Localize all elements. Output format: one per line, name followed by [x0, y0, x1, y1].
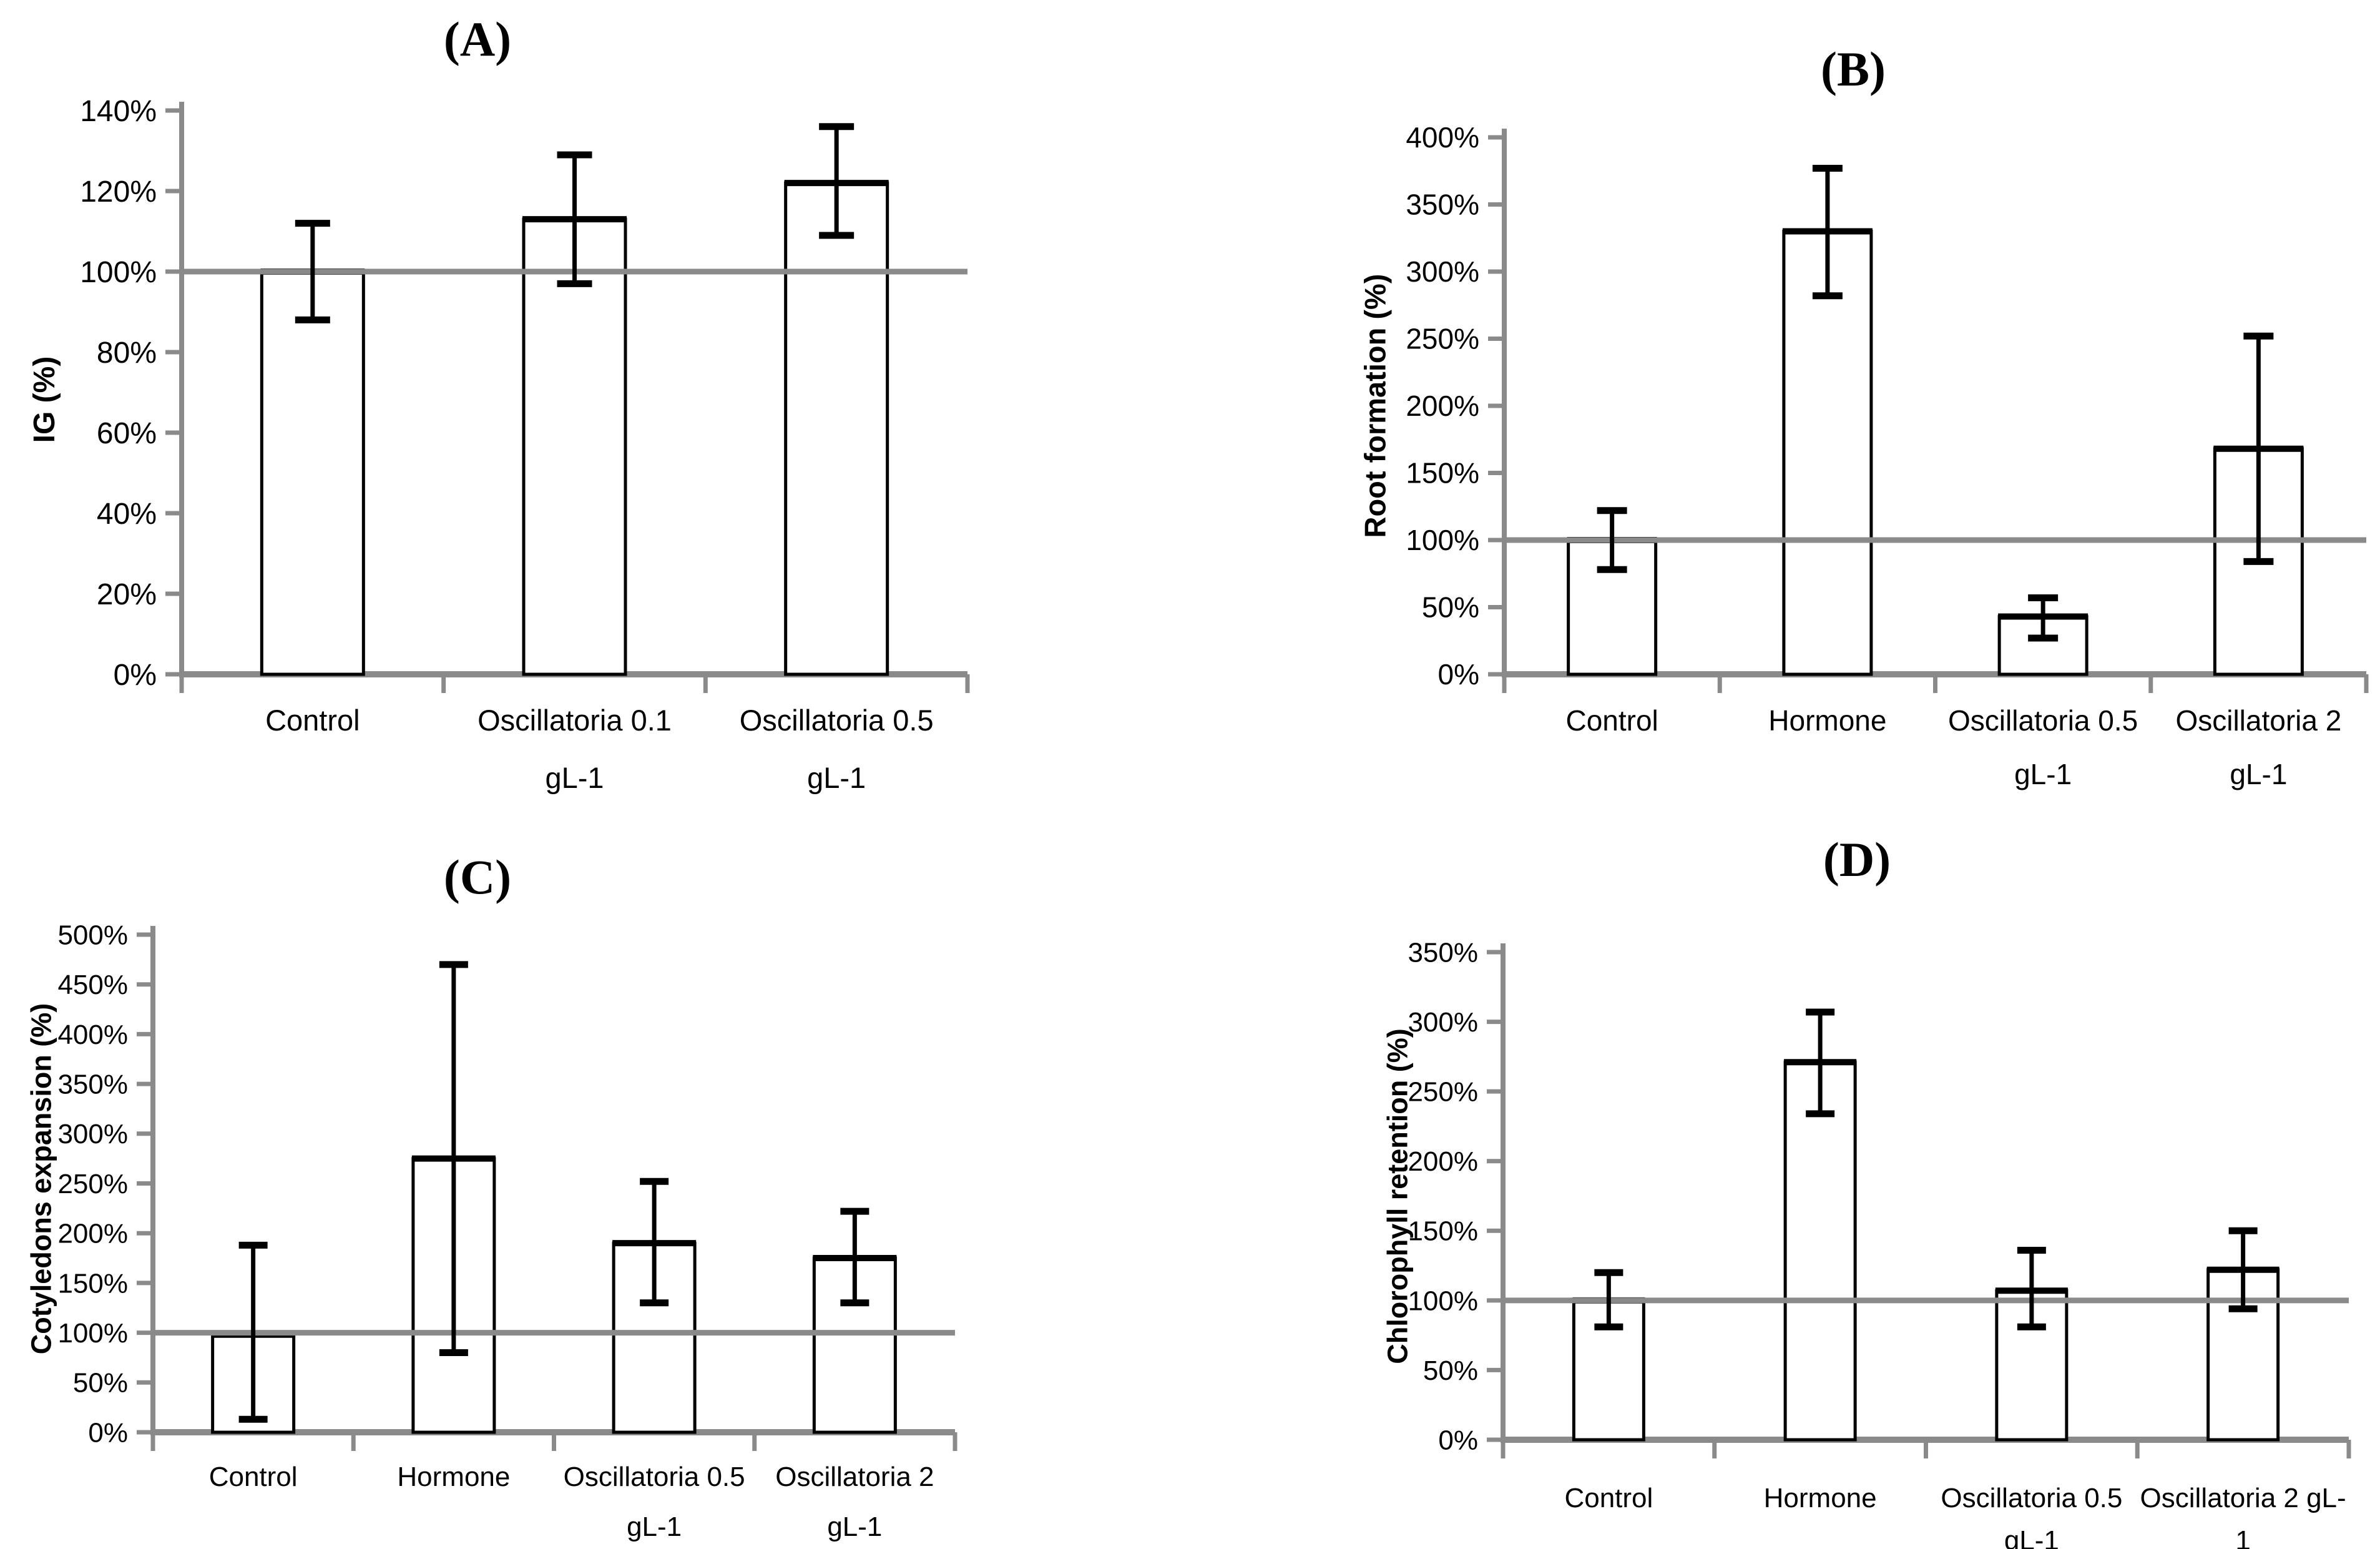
- y-tick-label: 0%: [114, 659, 157, 692]
- y-tick-label: 50%: [1423, 1355, 1478, 1386]
- y-tick-label: 200%: [1406, 390, 1479, 422]
- y-tick-label: 300%: [57, 1119, 128, 1149]
- y-tick-label: 40%: [97, 498, 157, 531]
- x-category-label-control: Control: [1564, 1483, 1653, 1513]
- x-category-label-oscillatoria-2-gl-1: Oscillatoria 2: [2175, 704, 2341, 737]
- y-tick-label: 500%: [57, 920, 128, 950]
- y-tick-label: 250%: [1406, 323, 1479, 355]
- y-tick-label: 300%: [1408, 1007, 1478, 1038]
- y-tick-label: 300%: [1406, 255, 1479, 288]
- bar-control: [260, 270, 365, 676]
- x-category-label-oscillatoria-0-5-gl-1-line2: gL-1: [2004, 1525, 2059, 1549]
- y-tick-label: 0%: [1438, 658, 1479, 691]
- y-tick-label: 0%: [88, 1417, 128, 1448]
- x-category-label-control: Control: [265, 704, 360, 737]
- bar-oscillatoria-0-5-gl-1: [784, 181, 889, 676]
- x-category-label-oscillatoria-0-1-gl-1-line2: gL-1: [545, 761, 604, 794]
- x-category-label-oscillatoria-0-5-gl-1: Oscillatoria 0.5: [564, 1462, 745, 1492]
- y-tick-label: 100%: [1408, 1286, 1478, 1316]
- y-tick-label: 400%: [57, 1020, 128, 1050]
- y-tick-label: 350%: [1408, 937, 1478, 968]
- x-category-label-hormone: Hormone: [397, 1462, 510, 1492]
- panel-b-title: (B): [1821, 42, 1886, 96]
- x-category-label-oscillatoria-0-5-gl-1: Oscillatoria 0.5: [1941, 1483, 2122, 1513]
- x-category-label-hormone: Hormone: [1768, 704, 1886, 737]
- y-tick-label: 100%: [1406, 524, 1479, 556]
- x-category-label-oscillatoria-0-5-gl-1-line2: gL-1: [807, 761, 866, 794]
- y-tick-label: 250%: [1408, 1077, 1478, 1108]
- y-tick-label: 250%: [57, 1169, 128, 1199]
- panel-c-chart: 0% 50% 100% 150% 200% 250% 300% 350% 400% 450% 500…: [57, 920, 957, 1542]
- x-category-label-oscillatoria-2-gl-1: Oscillatoria 2: [775, 1462, 934, 1492]
- y-tick-label: 120%: [80, 175, 157, 209]
- y-tick-label: 20%: [97, 578, 157, 611]
- y-tick-label: 0%: [1438, 1425, 1478, 1455]
- panel-d: (D) Chlorophyll retention (%) 0% 50% 100% 1…: [1190, 835, 2380, 1549]
- x-category-label-control: Control: [209, 1462, 298, 1492]
- x-category-label-oscillatoria-0-5-gl-1: Oscillatoria 0.5: [740, 704, 934, 737]
- y-tick-label: 140%: [80, 95, 157, 128]
- y-tick-label: 450%: [57, 970, 128, 1000]
- x-category-label-oscillatoria-0-1-gl-1: Oscillatoria 0.1: [477, 704, 672, 737]
- bar-oscillatoria-0-1-gl-1: [522, 217, 627, 676]
- x-category-label-oscillatoria-2-gl-1-line2: gL-1: [2230, 758, 2287, 790]
- x-category-label-oscillatoria-0-5-gl-1-line2: gL-1: [627, 1512, 682, 1542]
- panel-a: (A) IG (%) 0% 20% 40% 60% 80% 100% 120% 140% Con…: [0, 0, 1190, 843]
- y-tick-label: 150%: [57, 1268, 128, 1299]
- y-tick-label: 80%: [97, 337, 157, 370]
- x-category-label-oscillatoria-0-5-gl-1: Oscillatoria 0.5: [1948, 704, 2138, 737]
- panel-d-chart: 0% 50% 100% 150% 200% 250% 300% 350% Control Horm…: [1408, 937, 2351, 1549]
- y-tick-label: 350%: [57, 1070, 128, 1100]
- panel-b: (B) Root formation (%) 0% 50% 100% 150% 200%…: [1190, 0, 2380, 843]
- panel-c-title: (C): [443, 850, 512, 904]
- y-tick-label: 60%: [97, 417, 157, 450]
- y-tick-label: 200%: [1408, 1146, 1478, 1177]
- panel-d-title: (D): [1823, 832, 1891, 887]
- panel-c: (C) Cotyledons expansion (%) 0% 50% 100% 15…: [0, 843, 1190, 1549]
- x-category-label-oscillatoria-2-gl-1-line2: 1: [2235, 1525, 2250, 1549]
- x-category-label-oscillatoria-2-gl-1: Oscillatoria 2 gL-: [2140, 1483, 2346, 1513]
- panel-b-chart: 0% 50% 100% 150% 200% 250% 300% 350% 400% Control…: [1406, 121, 2369, 790]
- y-tick-label: 350%: [1406, 189, 1479, 221]
- y-tick-label: 400%: [1406, 121, 1479, 154]
- y-tick-label: 200%: [57, 1219, 128, 1249]
- x-category-label-control: Control: [1565, 704, 1658, 737]
- y-tick-label: 150%: [1408, 1216, 1478, 1247]
- x-category-label-hormone: Hormone: [1764, 1483, 1877, 1513]
- bar-hormone: [1783, 1060, 1857, 1442]
- y-tick-label: 50%: [1422, 591, 1479, 624]
- x-category-label-oscillatoria-2-gl-1-line2: gL-1: [827, 1512, 882, 1542]
- y-tick-label: 100%: [80, 256, 157, 289]
- y-tick-label: 50%: [73, 1368, 128, 1399]
- panel-a-title: (A): [443, 12, 512, 66]
- y-tick-label: 150%: [1406, 457, 1479, 489]
- x-category-label-oscillatoria-0-5-gl-1-line2: gL-1: [2014, 758, 2072, 790]
- y-tick-label: 100%: [57, 1318, 128, 1349]
- panel-a-chart: 0% 20% 40% 60% 80% 100% 120% 140% Control Oscilla…: [80, 95, 970, 794]
- bar-hormone: [1782, 230, 1873, 676]
